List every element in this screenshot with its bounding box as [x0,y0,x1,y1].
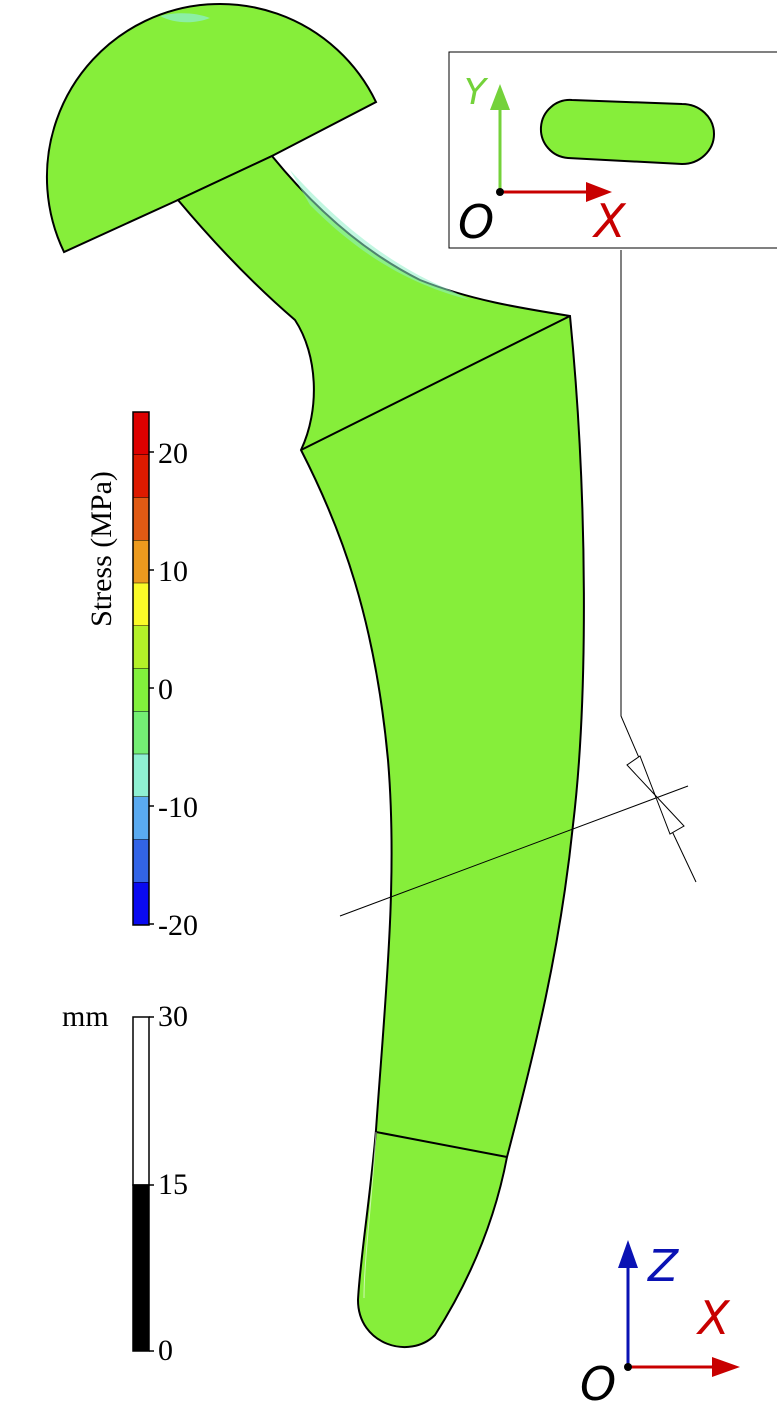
section-line-lower [375,1131,508,1158]
inset-y-arrowhead [490,84,510,110]
stress-colorbar-bands [133,412,149,926]
stress-colorbar: Stress (MPa) 20 10 0 -10 -20 [85,411,198,942]
scale-tick-label-0: 0 [158,1334,173,1367]
stress-colorbar-frame [132,411,150,926]
main-x-arrowhead [712,1357,740,1377]
scale-bar-unit: mm [62,1000,109,1033]
stress-tick-label-0: 0 [158,673,173,706]
stress-colorbar-title: Stress (MPa) [85,471,118,627]
view-arrow-lower [654,794,685,835]
stress-band-8 [133,711,149,755]
stress-band-3 [133,497,149,541]
cross-section-inset: Y X O [448,51,777,249]
main-origin-dot [624,1363,632,1371]
scale-tick-label-15: 15 [158,1168,188,1201]
implant-head [45,2,378,254]
scale-bar-black-segment [132,1184,150,1352]
inset-origin-dot [496,188,504,196]
stress-band-4 [133,540,149,584]
stress-tick-label-20: 20 [158,437,188,470]
cut-line [339,785,689,917]
section-line-upper [300,315,571,451]
cross-section-shape [539,98,715,166]
scale-tick-label-30: 30 [158,1000,188,1033]
main-coordinate-axes: Z X O [580,1240,740,1405]
main-z-arrowhead [618,1240,638,1268]
stress-band-2 [133,454,149,498]
inset-x-label: X [592,194,627,248]
scale-bar-white-segment [132,1016,150,1186]
stress-band-5 [133,583,149,627]
stress-band-9 [133,754,149,798]
stress-tick-label-minus-10: -10 [158,791,198,824]
stress-tick-10: 10 [149,555,188,588]
stem-inner-edge [363,1131,377,1299]
main-z-label: Z [647,1241,679,1292]
stress-tick-minus-20: -20 [149,909,198,942]
stress-tick-0: 0 [149,673,173,706]
stress-tick-20: 20 [149,437,188,470]
section-cut-indicator [339,250,697,917]
inset-origin-label: O [458,195,494,249]
implant-stem [176,154,585,1349]
main-x-label: X [696,1291,731,1345]
stress-band-1 [133,412,149,456]
stress-band-10 [133,796,149,840]
stress-band-12 [133,882,149,926]
stress-tick-label-minus-20: -20 [158,909,198,942]
length-scale-bar: mm 30 15 0 [62,1000,188,1367]
stress-tint-head [160,13,210,23]
stress-band-11 [133,839,149,883]
main-origin-label: O [580,1357,616,1405]
stress-band-6 [133,625,149,669]
hip-implant [45,2,585,1349]
inset-x-arrowhead [586,182,612,202]
stress-band-7 [133,668,149,712]
inset-y-label: Y [464,72,489,113]
view-arrow-upper [626,755,656,796]
stress-tick-label-10: 10 [158,555,188,588]
stress-tick-minus-10: -10 [149,791,198,824]
leader-line [620,250,697,883]
